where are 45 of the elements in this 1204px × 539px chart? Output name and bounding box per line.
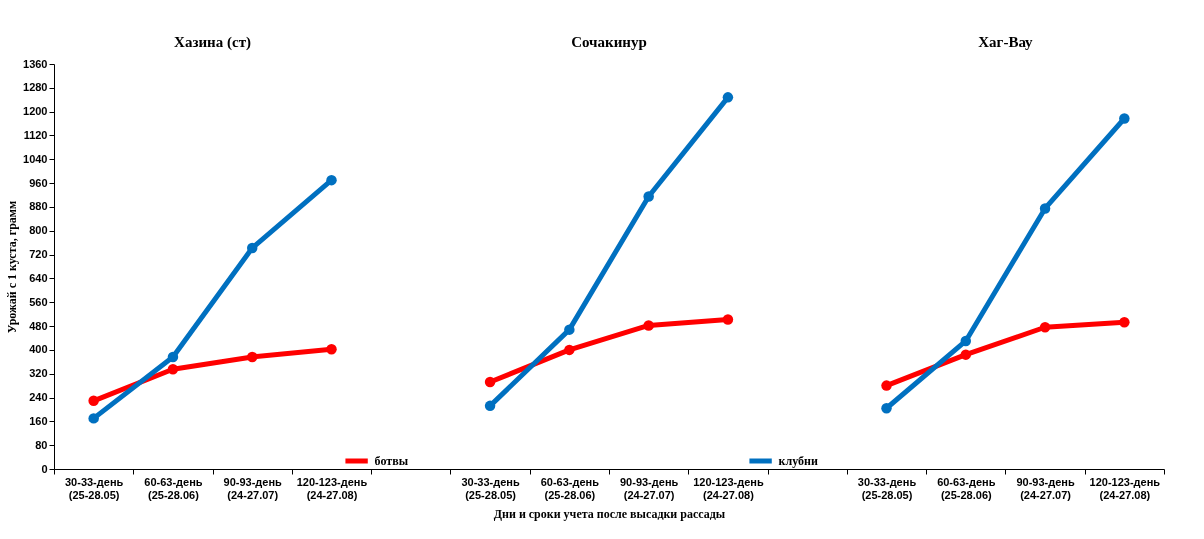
y-tick-label: 640 bbox=[29, 271, 48, 284]
y-tick-label: 320 bbox=[29, 367, 48, 380]
y-tick-label: 1040 bbox=[23, 152, 48, 165]
point bbox=[326, 344, 337, 355]
x-tick-label: 60-63-день (25-28.06) bbox=[937, 475, 996, 501]
y-tick-label: 800 bbox=[29, 224, 48, 237]
x-tick-label: 90-93-день (24-27.07) bbox=[619, 475, 679, 501]
point bbox=[246, 242, 258, 254]
point bbox=[88, 395, 99, 407]
y-tick-label: 0 bbox=[41, 462, 48, 475]
point bbox=[167, 364, 179, 375]
y-tick-label: 400 bbox=[29, 343, 48, 356]
x-tick-label: 90-93-день (24-27.07) bbox=[1016, 475, 1075, 501]
y-axis-title: Урожай с 1 куста, грамм bbox=[5, 200, 20, 334]
legend-label: ботвы bbox=[374, 454, 409, 468]
legend-label: клубни bbox=[778, 454, 818, 468]
y-tick-label: 80 bbox=[35, 438, 48, 451]
y-tick-label: 960 bbox=[29, 176, 48, 189]
text: Хаг-Вау bbox=[978, 34, 1034, 50]
y-tick-label: 1360 bbox=[23, 57, 48, 70]
x-tick-label: 30-33-день (25-28.05) bbox=[64, 475, 124, 501]
x-tick-label: 120-123-день (24-27.08) bbox=[693, 475, 764, 501]
point bbox=[88, 413, 99, 424]
x-tick-label: 120-123-день (24-27.08) bbox=[296, 475, 368, 501]
point bbox=[326, 174, 337, 186]
x-axis-title: Дни и сроки учета после высадки рассады bbox=[493, 506, 726, 521]
y-tick-label: 480 bbox=[29, 319, 48, 332]
point bbox=[246, 351, 258, 363]
y-tick-label: 1280 bbox=[23, 81, 48, 94]
x-tick-label: 90-93-день (24-27.07) bbox=[223, 475, 283, 501]
y-tick-label: 560 bbox=[29, 295, 48, 308]
x-tick-label: 30-33-день (25-28.05) bbox=[461, 475, 520, 501]
y-tick-label: 720 bbox=[29, 248, 48, 261]
text: Сочакинур bbox=[571, 34, 647, 50]
y-tick-label: 240 bbox=[29, 391, 48, 404]
x-tick-label: 30-33-день (25-28.05) bbox=[857, 475, 917, 501]
y-tick-label: 1120 bbox=[23, 128, 48, 141]
y-tick-label: 160 bbox=[29, 414, 48, 427]
x-tick-label: 60-63-день (25-28.06) bbox=[540, 475, 600, 501]
text: Хазина (ст) bbox=[174, 34, 252, 51]
x-tick-label: 60-63-день (25-28.06) bbox=[144, 475, 203, 501]
y-tick-label: 880 bbox=[29, 200, 48, 213]
y-tick-label: 1200 bbox=[23, 105, 48, 118]
x-tick-label: 120-123-день (24-27.08) bbox=[1089, 475, 1161, 501]
point bbox=[167, 351, 179, 363]
